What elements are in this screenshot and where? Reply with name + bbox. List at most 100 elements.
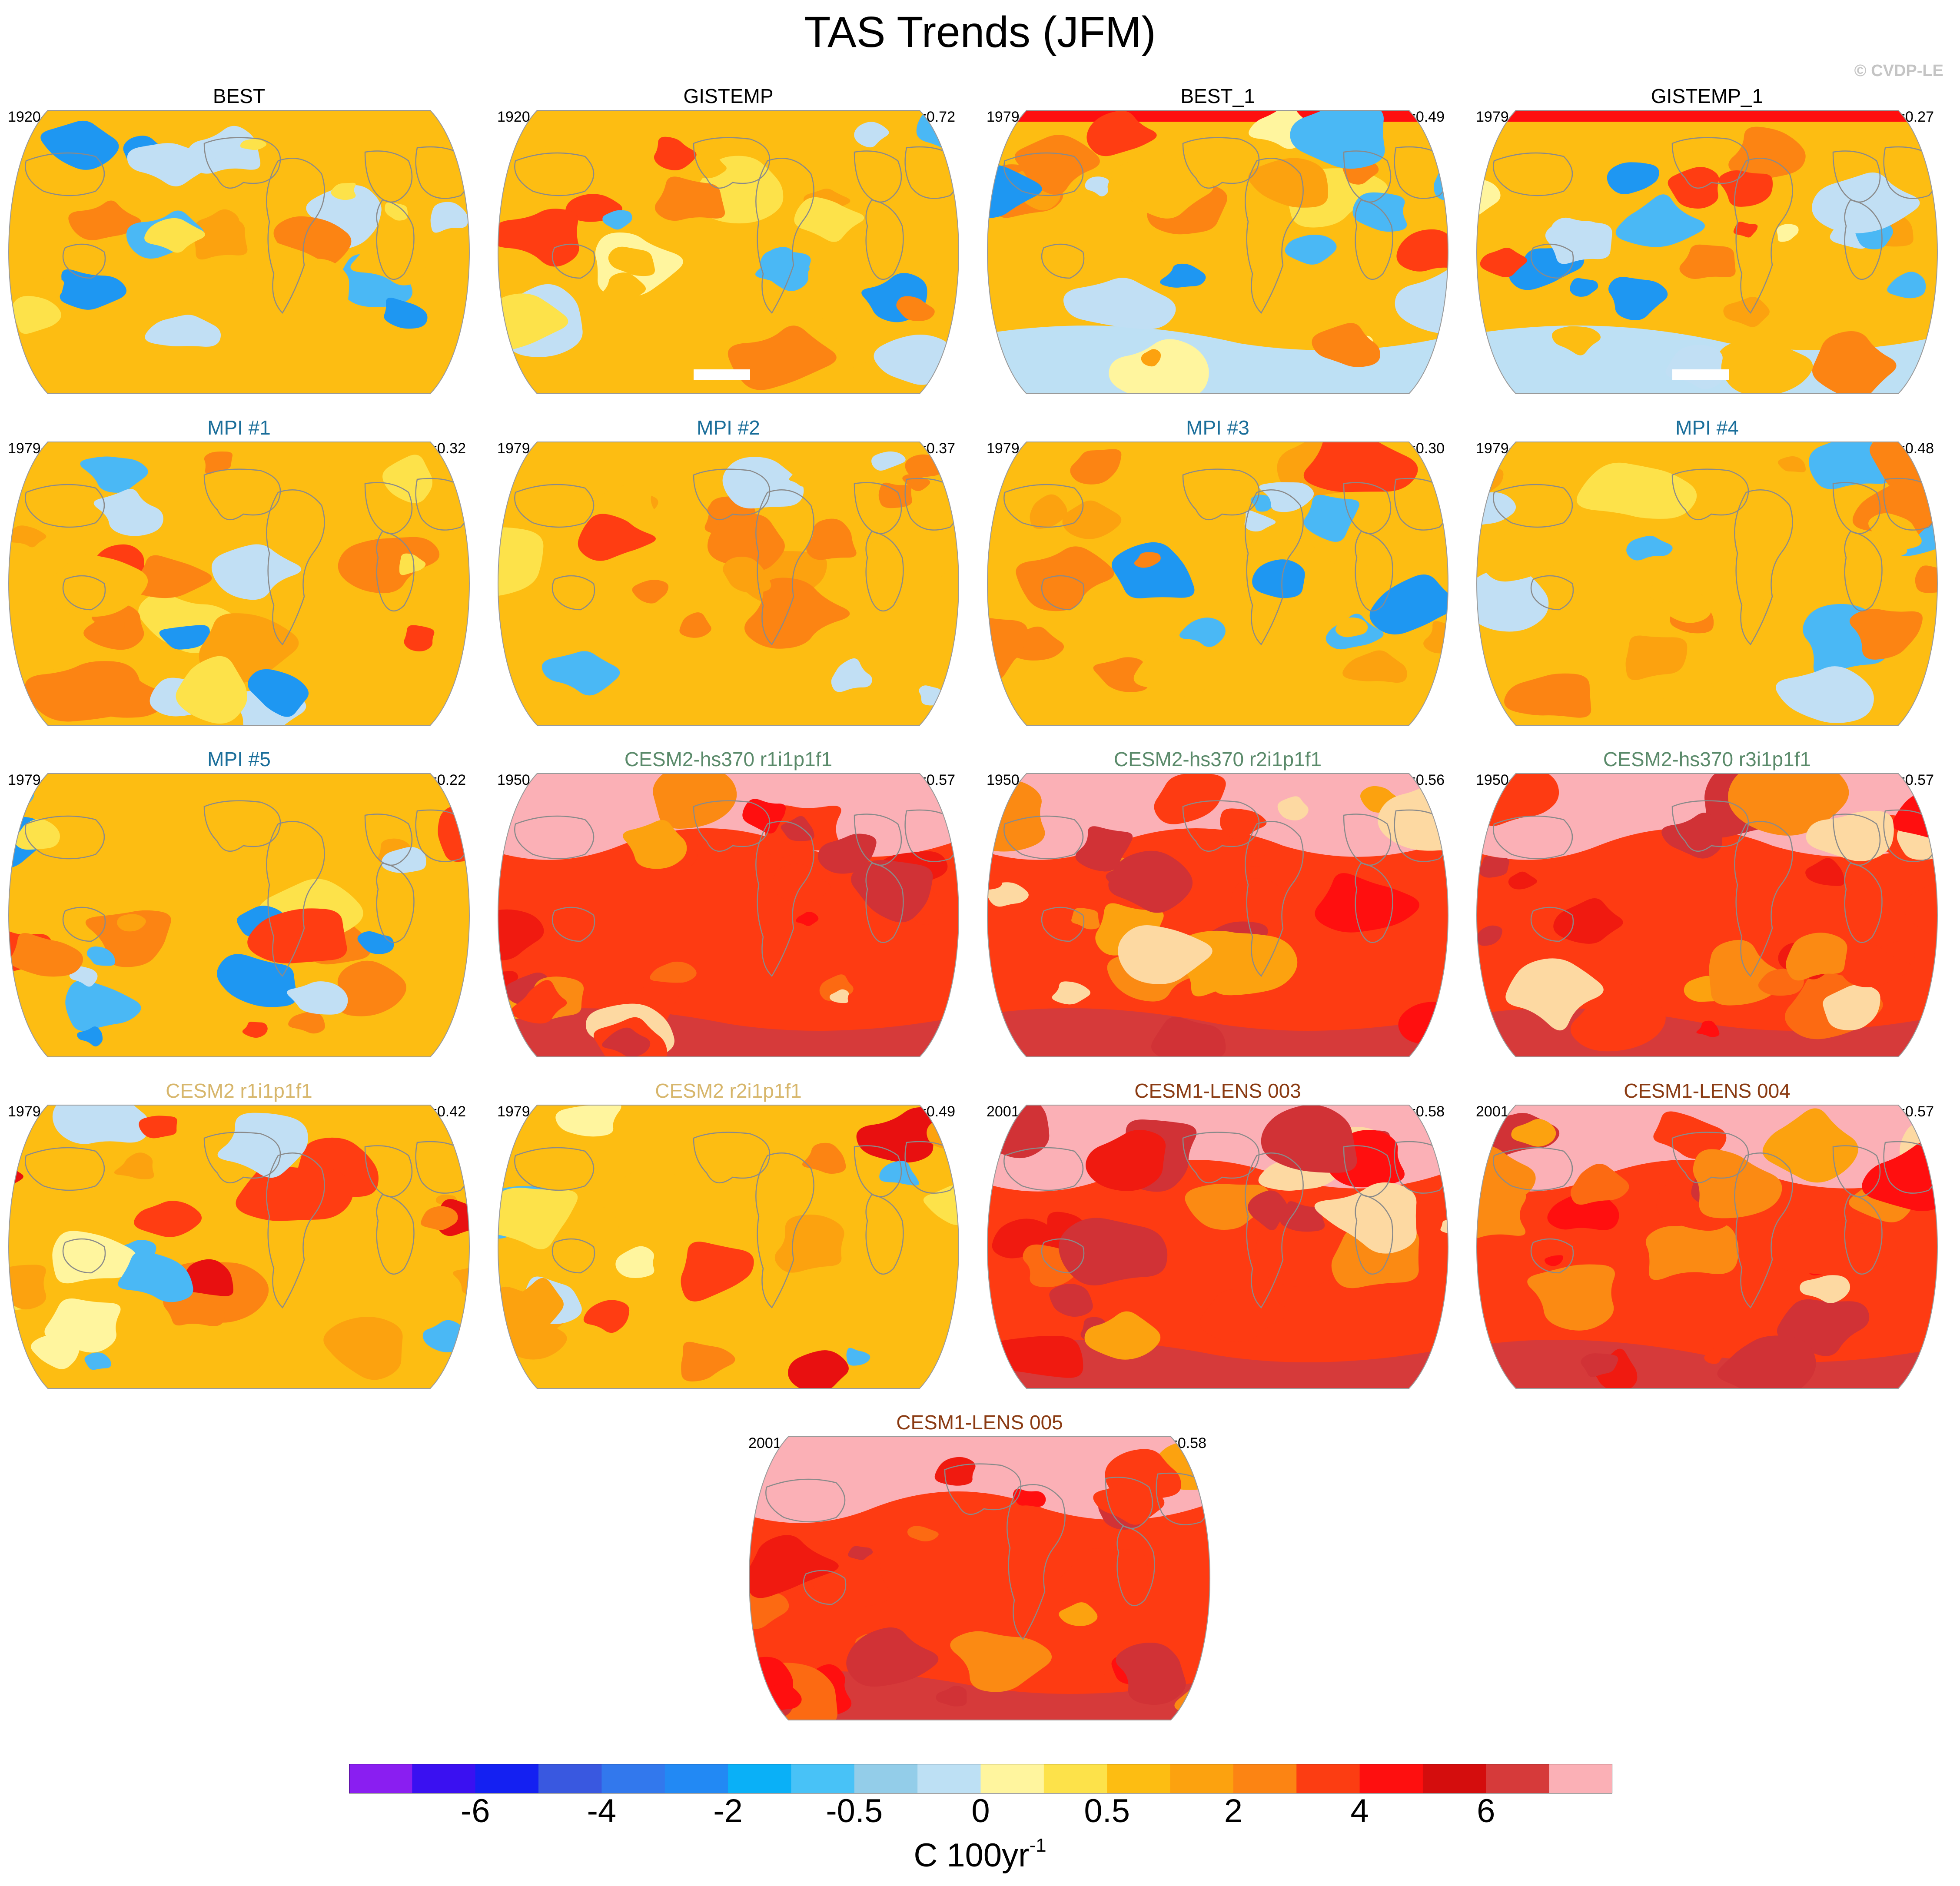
coastline xyxy=(1116,1525,1155,1607)
trend-contour xyxy=(1823,984,1880,1031)
coastline xyxy=(376,862,415,943)
trend-contour xyxy=(1014,135,1100,195)
coastline xyxy=(25,152,105,196)
colorbar-swatch xyxy=(1170,1764,1234,1793)
trend-contour xyxy=(848,1546,873,1560)
coastline xyxy=(364,482,413,535)
trend-contour xyxy=(1112,542,1195,598)
trend-contour xyxy=(1777,456,1806,472)
trend-contour xyxy=(385,202,408,221)
panel-title: MPI #4 xyxy=(1675,416,1739,439)
coastline xyxy=(266,1152,325,1309)
trend-contour xyxy=(856,1107,944,1163)
trend-contour xyxy=(1571,1164,1629,1205)
map-outline xyxy=(987,1105,1448,1389)
trend-contour xyxy=(615,1246,654,1278)
trend-contour xyxy=(129,555,212,598)
trend-contour xyxy=(1477,568,1549,632)
trend-contour xyxy=(1071,908,1100,930)
trend-contour xyxy=(1570,278,1598,297)
coastline xyxy=(1343,814,1392,866)
colorbar-swatch xyxy=(980,1764,1044,1793)
trend-contour xyxy=(1717,339,1813,394)
trend-contour xyxy=(653,774,737,829)
map-panel: CESM2-hs370 r1i1p1f11950-2100r=0.57 xyxy=(489,746,967,1059)
trend-contour xyxy=(1352,192,1407,232)
coastline xyxy=(551,575,595,611)
trend-contour xyxy=(331,183,356,200)
panel-title: CESM2-hs370 r1i1p1f1 xyxy=(624,748,833,770)
trend-contour xyxy=(1728,774,1849,836)
trend-contour xyxy=(874,335,953,385)
trend-contour xyxy=(1086,110,1157,156)
trend-contour xyxy=(399,553,426,575)
map-panel: GISTEMP_11979-2014r=0.27 xyxy=(1468,83,1946,395)
trend-contour xyxy=(1248,1190,1288,1231)
trend-contour xyxy=(1812,331,1897,394)
trend-map xyxy=(1476,110,1938,394)
coastline xyxy=(1343,482,1392,535)
trend-contour xyxy=(1396,229,1448,272)
trend-contour xyxy=(1063,278,1176,329)
trend-contour xyxy=(1314,1182,1417,1254)
trend-contour xyxy=(287,981,348,1015)
coastline xyxy=(755,158,814,314)
trend-contour xyxy=(117,914,146,932)
trend-contour xyxy=(831,658,872,692)
trend-contour xyxy=(895,1273,948,1302)
trend-contour xyxy=(1335,617,1368,638)
trend-contour xyxy=(292,259,349,318)
trend-contour xyxy=(1304,495,1359,542)
trend-contour xyxy=(1887,272,1926,299)
colorbar-swatch xyxy=(1296,1764,1360,1793)
trend-contour xyxy=(1093,657,1148,692)
trend-contour xyxy=(247,669,309,717)
trend-contour xyxy=(294,465,383,525)
trend-contour xyxy=(623,820,687,869)
trend-contour xyxy=(498,527,544,598)
trend-contour xyxy=(602,210,632,230)
trend-contour xyxy=(68,200,142,240)
coastline xyxy=(1530,1238,1574,1274)
coastline xyxy=(1530,575,1574,611)
trend-contour xyxy=(1527,1264,1615,1331)
map-outline xyxy=(8,110,470,394)
trend-map xyxy=(987,110,1448,394)
coastline xyxy=(1003,152,1084,196)
trend-contour xyxy=(723,557,771,593)
trend-contour xyxy=(1547,1192,1619,1230)
coastline xyxy=(62,243,106,279)
trend-contour xyxy=(1246,855,1269,867)
trend-contour xyxy=(878,482,912,508)
trend-contour xyxy=(1030,494,1067,529)
trend-contour xyxy=(1086,1130,1166,1191)
trend-contour xyxy=(602,1027,651,1057)
coastline xyxy=(551,1238,595,1274)
trend-contour xyxy=(927,252,959,294)
colorbar xyxy=(349,1764,1612,1793)
trend-contour xyxy=(1805,858,1845,886)
map-panel: CESM1-LENS 0042001-2100r=0.57 xyxy=(1468,1077,1946,1390)
trend-contour xyxy=(1668,167,1719,209)
trend-map xyxy=(8,110,470,394)
trend-contour xyxy=(632,580,669,604)
coastline xyxy=(1041,243,1085,279)
trend-contour xyxy=(802,1142,846,1174)
trend-contour xyxy=(1199,1289,1289,1342)
trend-contour xyxy=(1315,873,1419,933)
coastline xyxy=(62,906,106,942)
coastline xyxy=(551,906,595,942)
trend-contour xyxy=(382,455,432,503)
trend-contour xyxy=(1545,221,1612,264)
coastline xyxy=(1355,199,1393,280)
trend-contour xyxy=(1244,510,1276,532)
trend-contour xyxy=(217,1112,308,1178)
trend-contour xyxy=(794,197,864,242)
coastline xyxy=(1245,489,1304,646)
trend-map xyxy=(749,1436,1210,1720)
coastline xyxy=(1003,1147,1084,1191)
trend-contour xyxy=(176,656,247,724)
trend-contour xyxy=(879,1161,919,1186)
trend-contour xyxy=(1312,323,1380,367)
trend-contour xyxy=(1059,1602,1098,1626)
